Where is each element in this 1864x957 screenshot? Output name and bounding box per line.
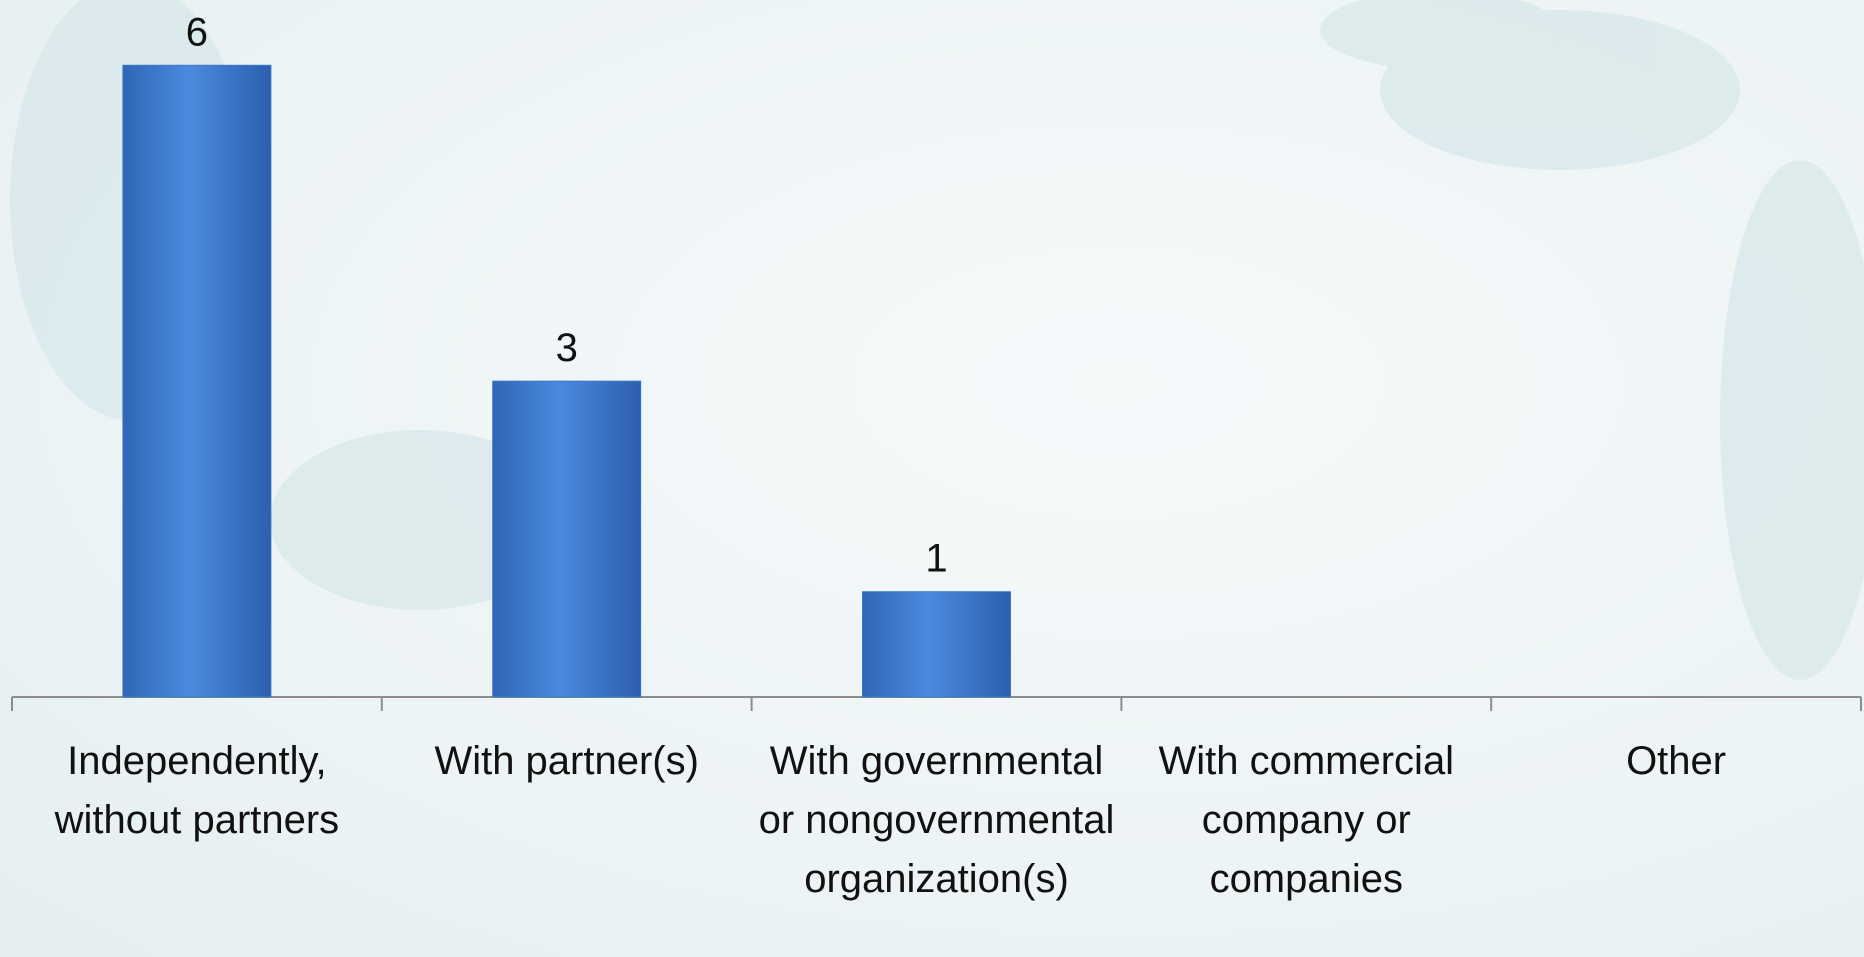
x-tick-label: Independently, without partners xyxy=(54,739,340,842)
bar xyxy=(862,591,1011,698)
x-tick-label: With commercial company or companies xyxy=(1158,739,1455,901)
x-tick-label: With partner(s) xyxy=(434,739,699,783)
data-label: 1 xyxy=(925,537,947,581)
bar xyxy=(492,380,642,698)
data-label: 3 xyxy=(556,326,578,370)
x-tick-label: With governmental or nongovernmental org… xyxy=(758,739,1115,901)
bar xyxy=(122,64,272,698)
data-label: 6 xyxy=(186,10,208,54)
x-tick-label: Other xyxy=(1626,739,1727,783)
